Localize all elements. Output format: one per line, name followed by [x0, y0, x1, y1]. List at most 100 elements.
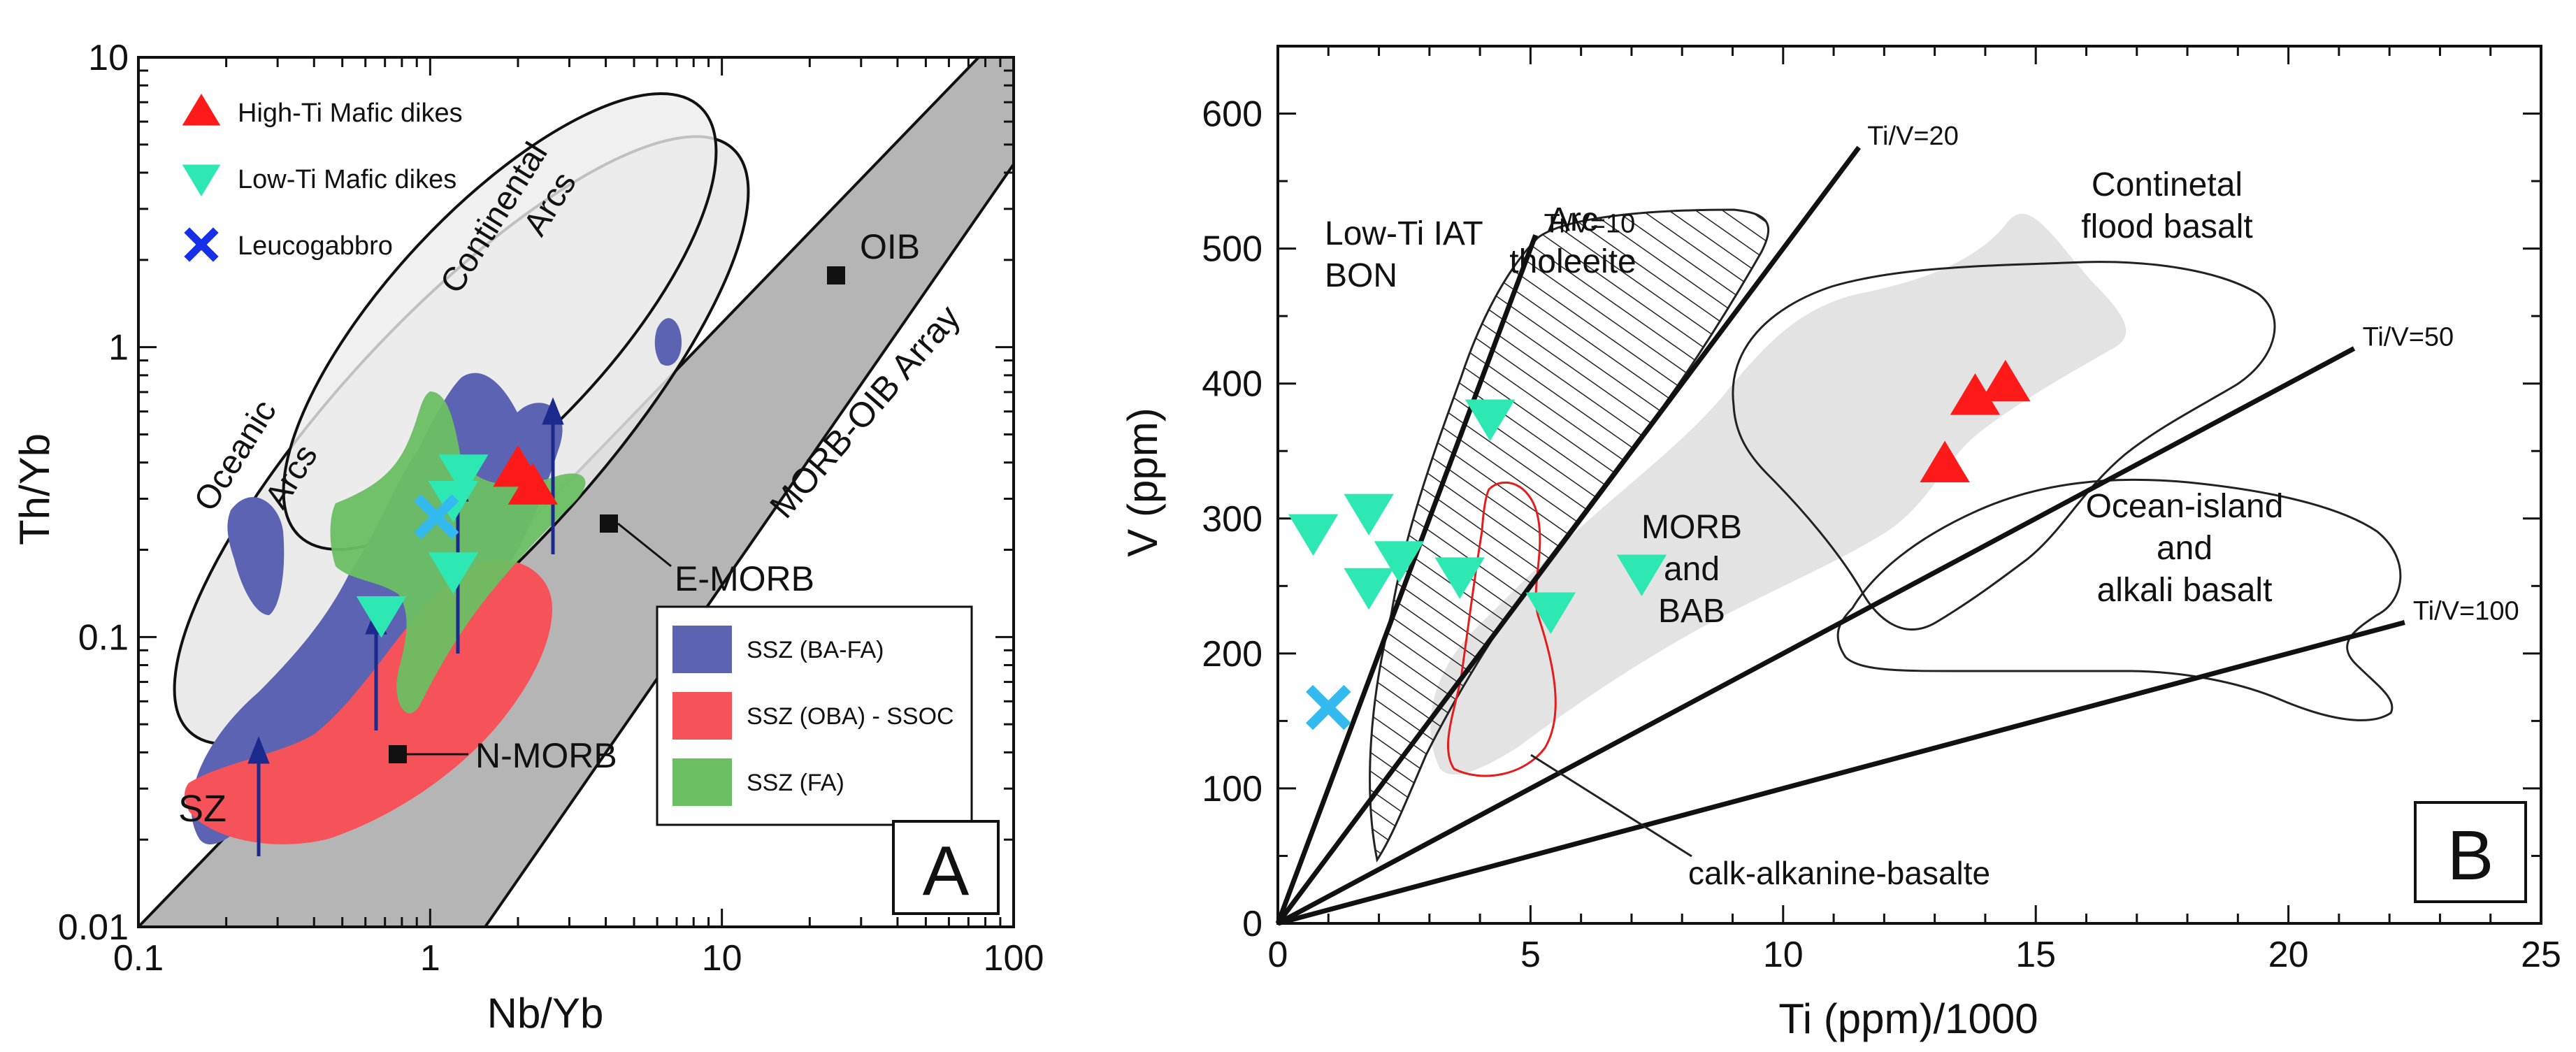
y-tick-label: 1: [108, 328, 129, 368]
ratio-line: [1276, 346, 2356, 926]
field-calk-alkaline-basalt: [1446, 482, 1557, 777]
data-point-triangle-down: [1374, 541, 1425, 583]
ref-point-n-morb: [389, 745, 407, 763]
x-tick-label: 1: [420, 938, 440, 979]
legend-label: Leucogabbro: [238, 231, 393, 261]
ratio-line-label: Ti/V=20: [1867, 122, 1959, 151]
y-tick-label: 500: [1202, 229, 1262, 270]
panel-b-label: B: [2447, 816, 2494, 895]
legend-label: SSZ (OBA) - SSOC: [747, 703, 954, 730]
e-morb-leader: [617, 522, 672, 568]
panel-b-label-box: [2414, 801, 2527, 903]
data-point-triangle-down: [1525, 592, 1576, 635]
panel-b-ticks: [1276, 45, 2542, 925]
data-point-triangle-up: [1980, 359, 2031, 402]
data-point-triangle-down: [356, 596, 407, 638]
annotation-calk-alkaline-basalt: calk-alkanine-basalte: [1688, 855, 1990, 891]
y-tick-label: 100: [1202, 769, 1262, 809]
panel-a-ticks: [137, 57, 1014, 928]
legend-marker-x: [184, 227, 219, 262]
ratio-line-label: Ti/V=10: [1544, 209, 1636, 238]
legend-label: High-Ti Mafic dikes: [238, 99, 463, 128]
x-tick-label: 10: [1763, 935, 1804, 975]
y-tick-label: 300: [1202, 499, 1262, 540]
panel-b-tick-labels: 0 5 10 15 20 25 0 100 200 300 400 500 600: [1202, 94, 2561, 975]
data-point-x: [1306, 684, 1351, 730]
annotation-oib: OIB: [860, 227, 920, 266]
x-tick-label: 100: [984, 938, 1044, 979]
panel-a-x-axis-title: Nb/Yb: [487, 990, 604, 1037]
panel-a-markers: [356, 445, 559, 638]
data-point-triangle-down: [1344, 493, 1394, 536]
panel-a-label-box: [892, 820, 1000, 915]
data-point-triangle-down: [1288, 514, 1339, 556]
annotation-low-ti-iat-bon: Low-Ti IAT BON: [1325, 215, 1483, 294]
annotation-sz: SZ: [178, 788, 226, 830]
panel-a-y-axis-title: Th/Yb: [11, 433, 58, 545]
annotation-e-morb: E-MORB: [675, 559, 814, 598]
data-point-triangle-down: [1465, 399, 1516, 441]
y-tick-label: 0.01: [58, 907, 129, 948]
y-tick-label: 10: [88, 38, 129, 78]
panel-b-ratio-lines: Ti/V=10 Ti/V=20 Ti/V=50 Ti/V=100: [1275, 122, 2519, 926]
legend-swatch: [672, 692, 732, 740]
ref-point-oib: [827, 266, 845, 284]
annotation-arc-tholeiite: Arc tholeeite: [1509, 201, 1636, 280]
x-tick-label: 10: [702, 938, 742, 979]
field-ssz-ba-fa-3: [654, 318, 682, 366]
ratio-line: [1276, 145, 1862, 925]
data-point-triangle-up: [1920, 440, 1970, 483]
data-point-x: [413, 494, 459, 540]
ratio-line-label: Ti/V=50: [2363, 322, 2454, 352]
panel-a-field-legend: SSZ (BA-FA) SSZ (OBA) - SSOC SSZ (FA): [672, 626, 954, 806]
x-tick-label: 20: [2268, 935, 2309, 975]
data-point-triangle-up: [508, 463, 559, 505]
annotation-continental-flood-basalt: Continetal flood basalt: [2081, 166, 2253, 245]
ratio-line: [1275, 234, 1538, 925]
x-tick-label: 15: [2015, 935, 2056, 975]
data-point-triangle-down: [1434, 557, 1485, 599]
field-ocean-island-alkali-basalt: [1836, 478, 2402, 721]
y-tick-label: 200: [1202, 634, 1262, 675]
panel-a-frame: [137, 56, 1015, 928]
legend-swatch: [672, 758, 732, 806]
panel-a-marker-legend: High-Ti Mafic dikes Low-Ti Mafic dikes Leu…: [182, 94, 463, 262]
data-point-triangle-up: [1950, 373, 2001, 415]
x-tick-label: 25: [2521, 935, 2561, 975]
data-point-triangle-down: [1616, 554, 1667, 596]
panel-b-x-axis-title: Ti (ppm)/1000: [1778, 995, 2038, 1042]
field-continental-flood-basalt: [1732, 261, 2276, 631]
legend-label: SSZ (FA): [747, 770, 844, 796]
x-tick-label: 0: [1268, 935, 1288, 975]
legend-label: SSZ (BA-FA): [747, 637, 884, 663]
annotation-morb-and-bab: MORB and BAB: [1641, 509, 1742, 630]
ratio-line-label: Ti/V=100: [2413, 596, 2519, 626]
ref-point-e-morb: [600, 514, 618, 533]
x-tick-label: 5: [1520, 935, 1541, 975]
data-point-triangle-down: [428, 552, 479, 594]
panel-b-markers: [1288, 359, 2031, 730]
calk-alkaline-leader: [1530, 754, 1692, 858]
field-ssz-ba-fa-2: [227, 497, 285, 615]
y-tick-label: 0: [1242, 904, 1262, 944]
panel-b-frame: [1276, 45, 2542, 925]
x-tick-label: 0.1: [113, 938, 164, 979]
legend-swatch: [672, 626, 732, 673]
y-tick-label: 400: [1202, 364, 1262, 405]
continental-arcs-envelope: [282, 92, 718, 551]
legend-marker-triangle-down: [182, 164, 221, 196]
field-morb-and-bab: [1430, 213, 2127, 775]
y-tick-label: 600: [1202, 94, 1262, 135]
annotation-n-morb: N-MORB: [475, 736, 617, 775]
ratio-line: [1277, 620, 2405, 926]
panel-b: Ti/V=10 Ti/V=20 Ti/V=50 Ti/V=100 0 5 10 15 20 25…: [1119, 45, 2561, 1042]
data-point-triangle-down: [438, 454, 489, 496]
y-tick-label: 0.1: [78, 617, 129, 658]
legend-marker-triangle-up: [182, 94, 221, 126]
legend-label: Low-Ti Mafic dikes: [238, 165, 456, 194]
annotation-ocean-island-alkali-basalt: Ocean-island and alkali basalt: [2086, 488, 2284, 609]
panel-b-y-axis-title: V (ppm): [1119, 408, 1166, 556]
